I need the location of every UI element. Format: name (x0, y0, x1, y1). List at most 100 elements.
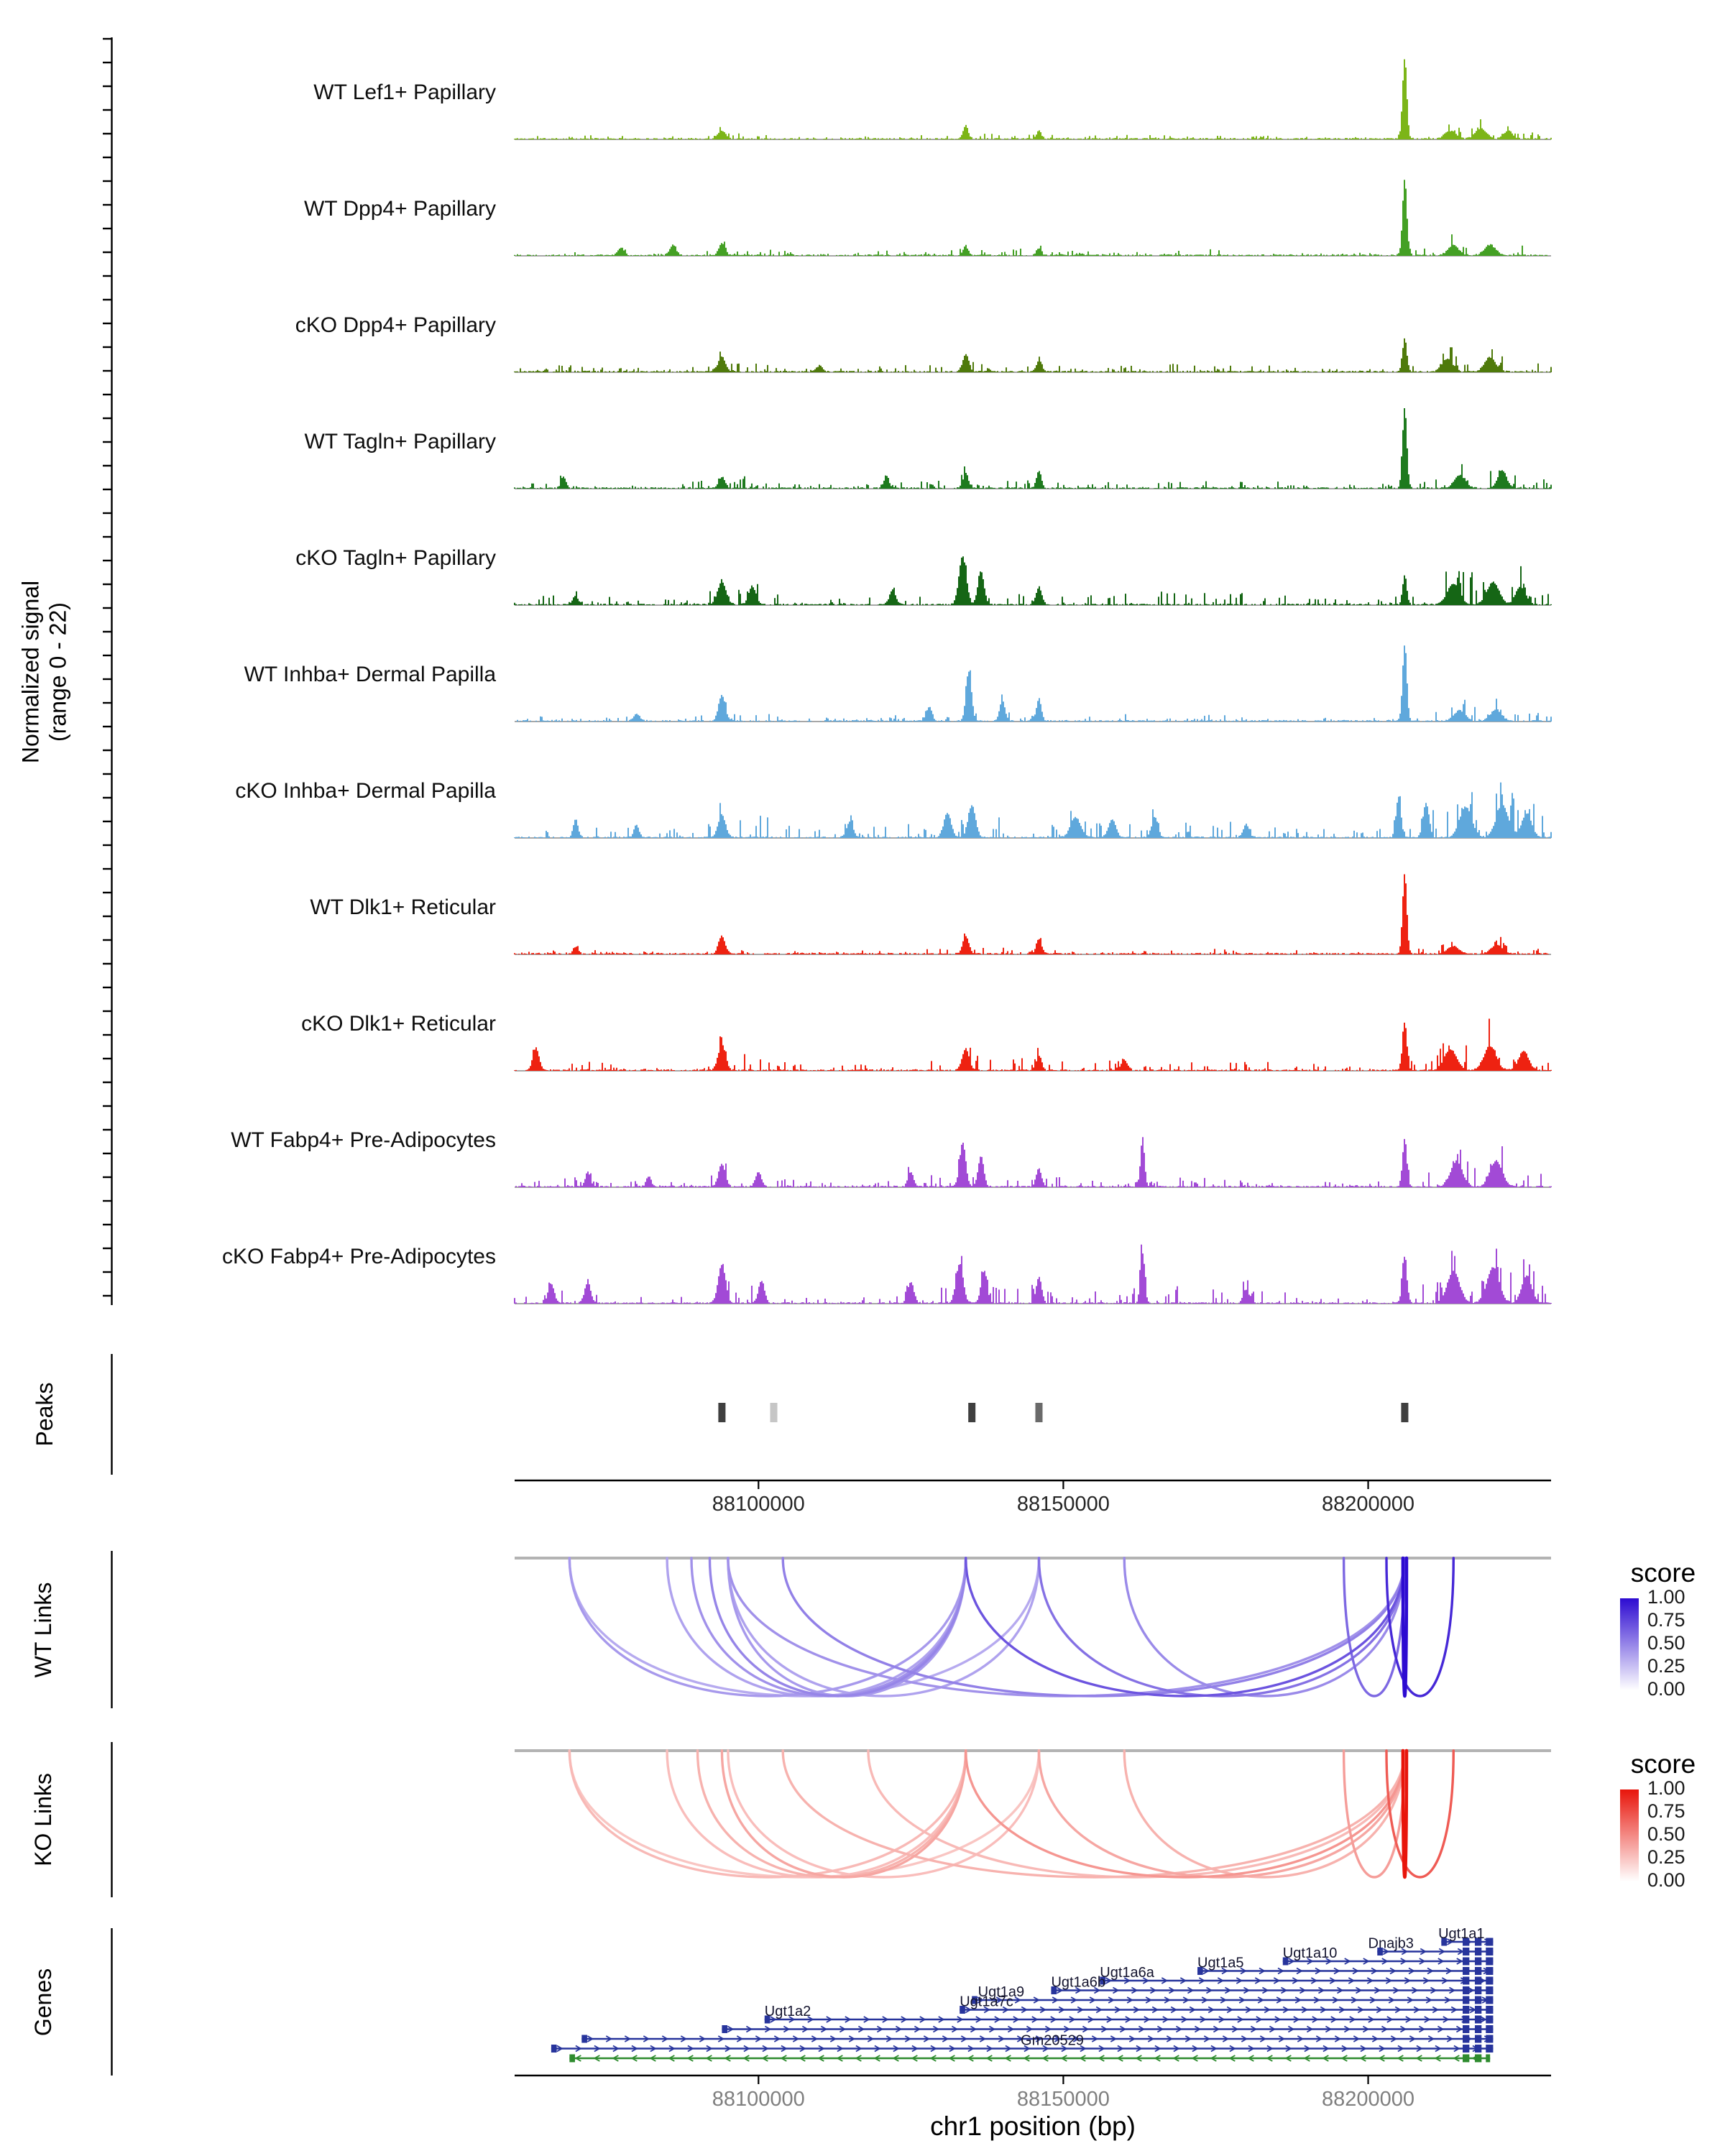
link-arc (1385, 1557, 1455, 1697)
gene-exon (1463, 1957, 1470, 1966)
gene-chevrons (1057, 1986, 1475, 1994)
gene-exon (1463, 2054, 1470, 2063)
gene-chevrons (965, 2006, 1477, 2014)
gene-exon (1474, 2035, 1482, 2043)
gene-exon (1441, 1938, 1447, 1946)
gene-exon (764, 2015, 770, 2024)
gene-chevrons (1382, 1948, 1484, 1955)
gene-exon (1463, 1967, 1470, 1975)
signal-track: cKO Dpp4+ Papillary (295, 313, 1552, 373)
ko-links-section-label: KO Links (29, 1773, 56, 1866)
gene-label: Ugt1a2 (765, 2004, 811, 2019)
gene-chevrons (1105, 1977, 1486, 1984)
signal-track: cKO Inhba+ Dermal Papilla (235, 779, 1552, 839)
track-signal (514, 874, 1549, 954)
track-label: WT Fabp4+ Pre-Adipocytes (231, 1128, 496, 1152)
track-signal (514, 59, 1552, 139)
link-arc (781, 1749, 1407, 1879)
gene-exon (722, 2025, 728, 2033)
gene-exon (1474, 2025, 1482, 2033)
gene-exon (569, 2054, 575, 2063)
gene-exon (581, 2035, 587, 2043)
gene-exon (1474, 1996, 1482, 2004)
gene-label: Ugt1a7c (960, 1994, 1013, 2010)
x-axis-title: chr1 position (bp) (930, 2111, 1136, 2141)
gene-row: Ugt1a5 (1197, 1955, 1494, 1975)
gene-label: Ugt1a5 (1197, 1955, 1244, 1971)
gene-exon (1474, 1986, 1482, 1994)
gene-exon (1486, 1938, 1494, 1946)
axis-tick-label: 88100000 (712, 1493, 805, 1516)
gene-exon (1197, 1967, 1203, 1975)
links-section: 1.000.750.500.250.00 (515, 1749, 1685, 1891)
signal-track: WT Lef1+ Papillary (313, 59, 1552, 140)
gene-row: Ugt1a1 (1438, 1926, 1494, 1946)
track-signal (514, 782, 1552, 838)
gene-exon (1100, 1976, 1105, 1985)
gene-exon (1486, 2054, 1491, 2063)
link-arc (1385, 1749, 1455, 1879)
signal-axis-label-line2: (range 0 - 22) (45, 602, 71, 742)
legend-tick-label: 1.00 (1647, 1586, 1685, 1608)
track-signal (514, 338, 1552, 372)
signal-axis-label-line1: Normalized signal (17, 580, 44, 764)
signal-track: cKO Dlk1+ Reticular (301, 1012, 1552, 1072)
gene-exon (1486, 1948, 1494, 1955)
gene-chevrons (977, 1996, 1489, 2004)
gene-row: Dnajb3 (1368, 1936, 1494, 1955)
links-section: 1.000.750.500.250.00 (515, 1556, 1685, 1700)
track-signal (515, 1137, 1552, 1187)
axis-tick-label: 88200000 (1322, 2088, 1414, 2111)
track-label: WT Inhba+ Dermal Papilla (244, 663, 497, 686)
link-arc (1342, 1557, 1407, 1697)
legend-tick-label: 0.50 (1647, 1823, 1685, 1845)
axis-tick-label: 88200000 (1322, 1493, 1414, 1516)
peaks-section-label: Peaks (31, 1382, 58, 1447)
signal-axis-label: Normalized signal (range 0 - 22) (17, 581, 73, 763)
signal-track: cKO Tagln+ Papillary (295, 546, 1552, 606)
gene-row: Ugt1a2 (764, 2004, 1494, 2024)
gene-row: Gm20529 (551, 2033, 1494, 2053)
gene-exon (1474, 1967, 1482, 1975)
gene-exon (1463, 2025, 1470, 2033)
gene-exon (1474, 1948, 1482, 1955)
gene-label: Ugt1a6b (1051, 1975, 1105, 1991)
gene-exon (1463, 1976, 1470, 1985)
track-signal (517, 645, 1552, 722)
gene-row: Ugt1a6a (1100, 1965, 1494, 1985)
link-arc (727, 1557, 1041, 1697)
axis-tick-label: 88100000 (712, 2088, 805, 2111)
legend-tick-label: 0.50 (1647, 1632, 1685, 1654)
legend-tick-label: 0.00 (1647, 1678, 1685, 1700)
peak-mark (1401, 1403, 1409, 1422)
gene-exon (551, 2045, 557, 2053)
track-label: WT Tagln+ Papillary (304, 430, 496, 453)
link-arc (1123, 1557, 1407, 1697)
gene-chevrons (556, 2045, 1479, 2053)
track-signal (514, 556, 1552, 605)
peak-mark (968, 1403, 976, 1422)
gene-exon (1474, 1976, 1482, 1985)
gene-row (722, 2025, 1494, 2033)
track-label: cKO Dlk1+ Reticular (301, 1012, 496, 1036)
signal-track: WT Inhba+ Dermal Papilla (244, 645, 1552, 722)
wt-links-legend-title: score (1630, 1558, 1696, 1588)
gene-label: Ugt1a6a (1100, 1965, 1154, 1981)
gene-chevrons (770, 2016, 1487, 2023)
legend-tick-label: 0.25 (1647, 1846, 1685, 1868)
gene-exon (1486, 1976, 1494, 1985)
gene-exon (1486, 1996, 1494, 2004)
link-arc (964, 1557, 1407, 1697)
gene-exon (1463, 2045, 1470, 2053)
gene-exon (1474, 1957, 1482, 1966)
gene-exon (1474, 2006, 1482, 2014)
gene-exon (972, 1996, 978, 2004)
wt-links-section-label: WT Links (29, 1582, 56, 1678)
signal-track: WT Dlk1+ Reticular (310, 874, 1551, 955)
ko-links-legend-title: score (1630, 1749, 1696, 1779)
link-arc (781, 1557, 1407, 1697)
track-label: cKO Tagln+ Papillary (295, 546, 496, 570)
gene-exon (1474, 1938, 1482, 1946)
link-arc (1037, 1557, 1407, 1697)
